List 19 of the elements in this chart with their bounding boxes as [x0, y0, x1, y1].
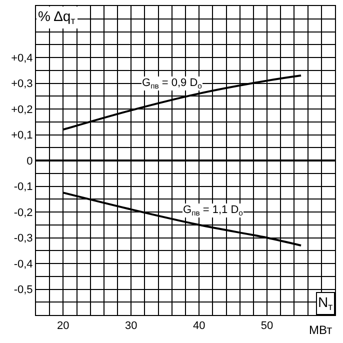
y-tick-label: +0,3	[11, 78, 33, 90]
y-tick-label: -0,2	[14, 206, 33, 219]
x-tick-label: 20	[57, 320, 70, 332]
y-tick-label: 0	[26, 155, 33, 168]
annotation: G$_{пв}$ = 0,9 D$_{о}$	[142, 77, 202, 90]
x-tick-label: 40	[192, 320, 206, 332]
y-tick-label: +0,4	[11, 52, 33, 64]
y-tick-label: -0,1	[14, 181, 33, 194]
y-tick-label: -0,4	[14, 258, 33, 270]
y-tick-label: -0,5	[14, 284, 33, 296]
y-tick-label: +0,2	[11, 104, 33, 116]
y-tick-label: -0,3	[14, 232, 33, 245]
x-tick-label: 50	[260, 320, 274, 332]
text: МВт	[309, 323, 333, 337]
y-axis-title: % Δq$_{т}$	[38, 8, 76, 27]
annotation: G$_{пв}$ = 1,1 D$_{о}$	[183, 204, 243, 218]
y-tick-label: +0,1	[11, 130, 33, 142]
x-tick-label: 30	[125, 320, 138, 332]
x-axis-title: N$_{т}$	[318, 294, 334, 313]
